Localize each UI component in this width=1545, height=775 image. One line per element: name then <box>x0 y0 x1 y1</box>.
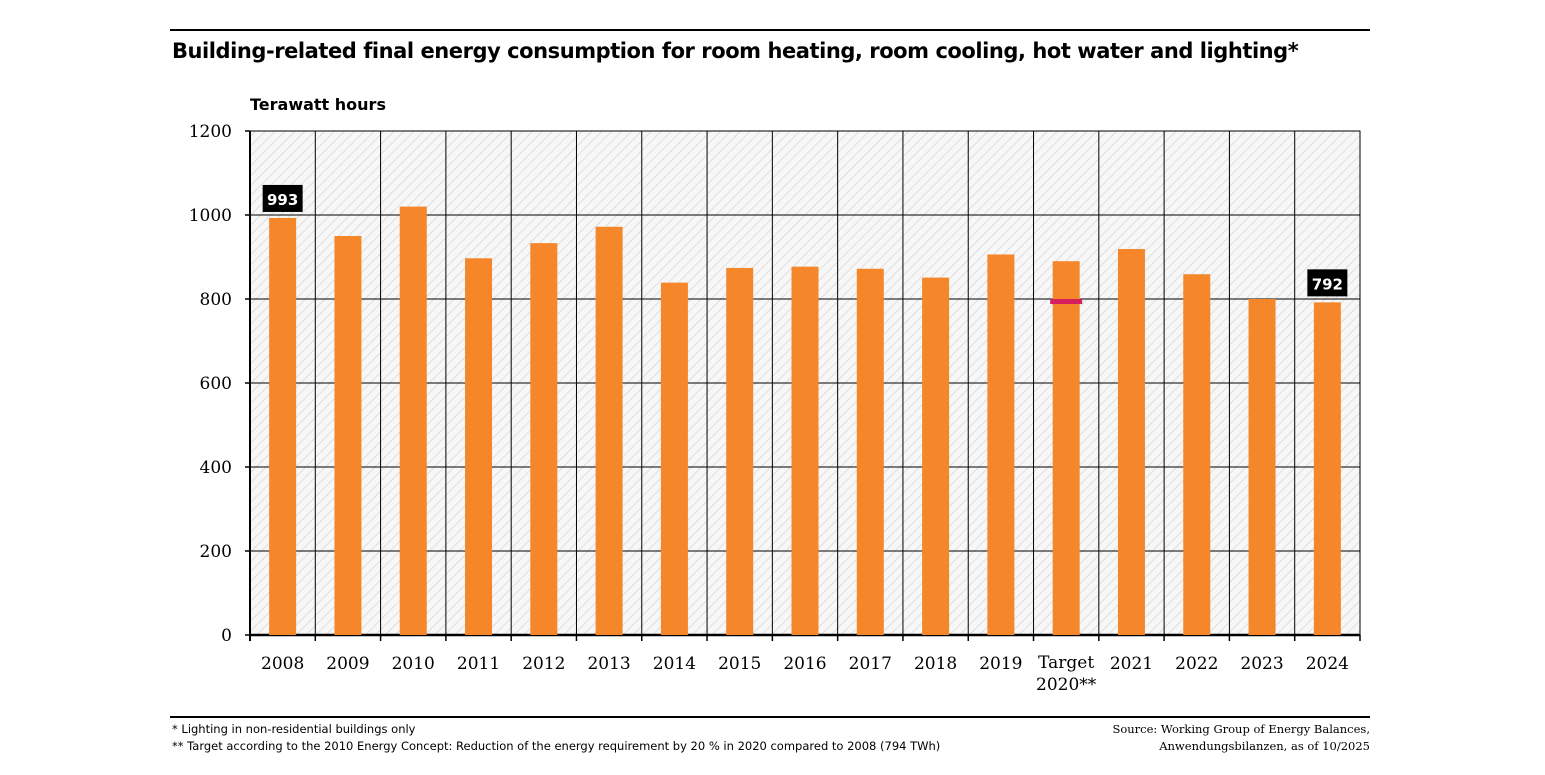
source-line-2: Anwendungsbilanzen, as of 10/2025 <box>1159 739 1370 753</box>
x-tick-label: 2023 <box>1240 654 1283 674</box>
footnotes: * Lighting in non-residential buildings … <box>172 721 940 755</box>
bar <box>726 267 754 635</box>
x-tick-label: 2015 <box>718 654 761 674</box>
data-label-box <box>262 184 303 212</box>
bottom-rule <box>170 716 1370 718</box>
y-tick-label: 200 <box>200 542 232 562</box>
bar <box>1183 274 1211 635</box>
y-tick-label: 1000 <box>189 206 232 226</box>
y-tick-label: 400 <box>200 458 232 478</box>
source-line-1: Source: Working Group of Energy Balances… <box>1112 722 1370 736</box>
bar <box>1313 302 1341 635</box>
source-note: Source: Working Group of Energy Balances… <box>1112 721 1370 755</box>
x-tick-label: Target 2020** <box>1036 653 1097 695</box>
x-tick-label: 2010 <box>392 654 435 674</box>
x-tick-label: 2012 <box>522 654 565 674</box>
x-tick-label: 2009 <box>326 654 369 674</box>
bar <box>334 236 362 635</box>
bar <box>399 206 427 635</box>
x-tick-label: 2024 <box>1306 654 1349 674</box>
target-marker <box>1050 299 1083 305</box>
x-tick-label: 2022 <box>1175 654 1218 674</box>
data-label: 792 <box>1312 275 1343 293</box>
bar <box>1117 249 1145 635</box>
y-tick-label: 0 <box>221 626 232 646</box>
chart-title: Building-related final energy consumptio… <box>172 39 1299 63</box>
bar <box>922 277 950 635</box>
footnote-2: ** Target according to the 2010 Energy C… <box>172 739 941 753</box>
x-tick-label: 2008 <box>261 654 304 674</box>
y-axis-label: Terawatt hours <box>250 95 386 114</box>
bar-chart: 0 200 400 600 800 1000 1200 2008 2009 2010 2011 201… <box>189 122 1361 695</box>
bar <box>1052 261 1080 635</box>
x-tick-label: 2017 <box>849 654 892 674</box>
x-tick-label: 2013 <box>587 654 630 674</box>
x-tick-label: 2021 <box>1110 654 1153 674</box>
x-tick-label: 2014 <box>653 654 696 674</box>
bar <box>269 217 297 635</box>
x-tick-label: 2011 <box>457 654 500 674</box>
top-rule <box>170 29 1370 31</box>
bar <box>791 266 819 635</box>
y-tick-label: 1200 <box>189 122 232 142</box>
x-tick-label: 2019 <box>979 654 1022 674</box>
bar <box>530 243 558 635</box>
x-tick-label: 2018 <box>914 654 957 674</box>
footnote-1: * Lighting in non-residential buildings … <box>172 722 416 736</box>
data-label: 993 <box>267 191 298 209</box>
bar <box>595 226 623 635</box>
bar <box>465 258 493 635</box>
bar <box>1248 299 1276 635</box>
data-label-box <box>1307 269 1348 297</box>
bar <box>856 268 884 635</box>
y-tick-label: 800 <box>200 290 232 310</box>
x-tick-label: 2016 <box>783 654 826 674</box>
bar <box>987 254 1015 636</box>
y-tick-label: 600 <box>200 374 232 394</box>
bar <box>660 282 688 635</box>
